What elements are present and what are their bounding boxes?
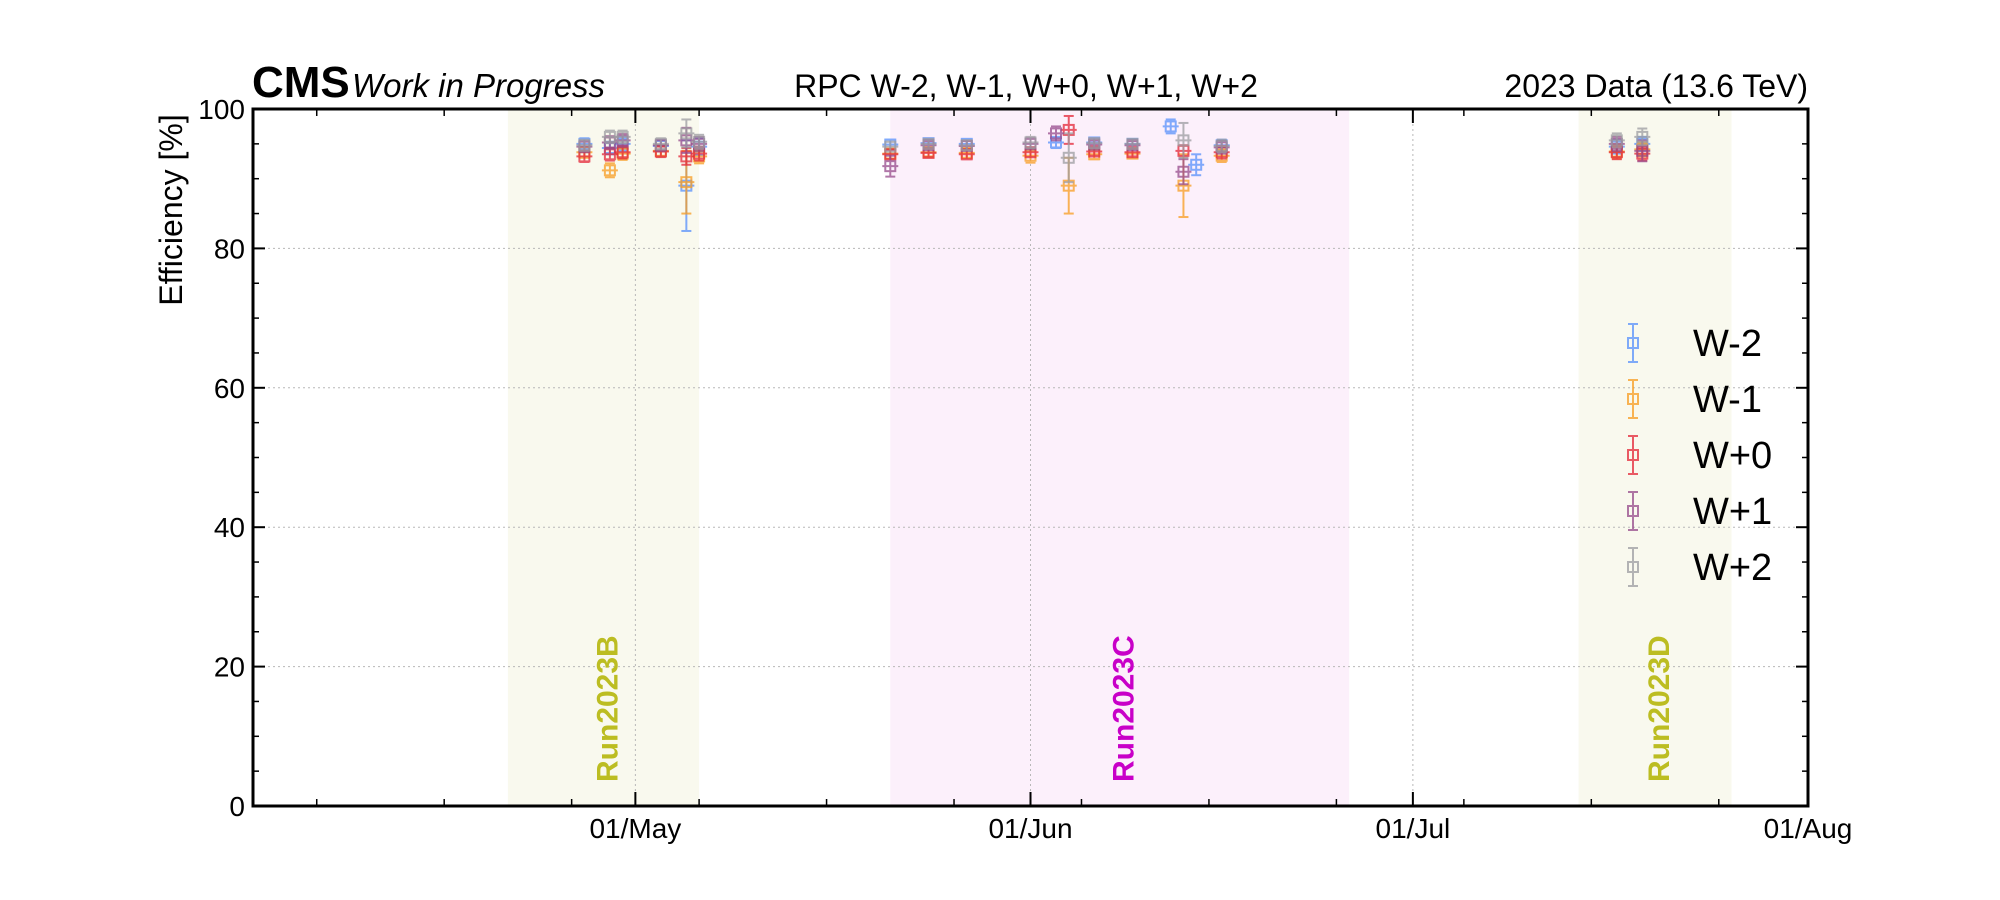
run-label-run2023c: Run2023C	[1108, 635, 1141, 782]
point-W+2-10	[1060, 132, 1077, 184]
data-points	[576, 114, 1651, 232]
point-W+0-1	[601, 147, 618, 162]
point-W+2-4	[678, 118, 695, 149]
point-W+2-16	[1634, 127, 1651, 147]
point-W-2-13	[1188, 153, 1205, 177]
legend-square	[1627, 449, 1639, 461]
y-tick-label-60: 60	[214, 373, 245, 404]
legend-square	[1627, 393, 1639, 405]
experiment-label: CMS	[252, 58, 350, 107]
legend-marker-W+0	[1627, 435, 1639, 475]
legend-label-W-1: W-1	[1693, 379, 1762, 421]
x-tick-label-01/Jun: 01/Jun	[988, 813, 1072, 844]
status-label: Work in Progress	[352, 67, 605, 104]
run-band-run2023c	[890, 109, 1350, 806]
run-label-run2023b: Run2023B	[592, 635, 625, 782]
legend-marker-W+2	[1627, 547, 1639, 587]
point-W+2-8	[958, 139, 975, 152]
chart-title: RPC W-2, W-1, W+0, W+1, W+2	[794, 68, 1258, 104]
point-W+2-12	[1124, 137, 1141, 150]
y-axis-label: Efficiency [%]	[153, 114, 189, 305]
legend-square	[1627, 337, 1639, 349]
point-W+2-13	[1175, 121, 1192, 159]
point-W+1-13	[1175, 158, 1192, 186]
x-tick-label-01/Jul: 01/Jul	[1376, 813, 1451, 844]
point-W+2-11	[1086, 137, 1103, 150]
run-bands	[507, 109, 1732, 806]
series-wp2	[576, 118, 1651, 184]
legend-label-W-2: W-2	[1693, 323, 1762, 365]
point-W+2-15	[1608, 132, 1625, 149]
point-W+1-10	[1047, 125, 1064, 142]
point-W+2-2	[614, 129, 631, 145]
point-W+2-7	[920, 137, 937, 150]
run-labels: Run2023B Run2023C Run2023D	[592, 635, 1677, 782]
point-W+2-5	[691, 133, 708, 150]
legend-marker-W-1	[1627, 379, 1639, 419]
legend-marker-W-2	[1627, 323, 1639, 363]
y-tick-label-40: 40	[214, 512, 245, 543]
x-tick-label-01/May: 01/May	[589, 813, 681, 844]
point-W+2-6	[882, 140, 899, 153]
y-tick-label-100: 100	[198, 94, 245, 125]
legend-square	[1627, 561, 1639, 573]
legend-label-W+2: W+2	[1693, 547, 1772, 589]
y-tick-label-80: 80	[214, 233, 245, 264]
point-W+2-3	[652, 137, 669, 151]
y-tick-label-0: 0	[229, 791, 245, 822]
run-label-run2023d: Run2023D	[1643, 635, 1676, 782]
legend-square	[1627, 505, 1639, 517]
lumi-label: 2023 Data (13.6 TeV)	[1504, 68, 1808, 104]
legend-label-W+1: W+1	[1693, 491, 1772, 533]
point-W+1-6	[882, 154, 899, 178]
run-band-run2023b	[507, 109, 700, 806]
axes: 0 20 40 60 80 100 01/May 01/Jun 01/Jul 01/Aug	[198, 94, 1852, 844]
point-W+2-0	[576, 138, 593, 152]
point-W-1-1	[601, 162, 618, 179]
point-W+2-14	[1213, 138, 1230, 154]
point-W-2-12	[1162, 118, 1179, 135]
point-W+0-2	[614, 144, 631, 160]
legend: W-2 W-1 W+0 W+1 W+2	[1627, 323, 1772, 589]
run-band-run2023d	[1578, 109, 1732, 806]
point-W+2-9	[1022, 135, 1039, 150]
legend-label-W+0: W+0	[1693, 435, 1772, 477]
y-tick-label-20: 20	[214, 652, 245, 683]
x-tick-label-01/Aug: 01/Aug	[1764, 813, 1853, 844]
legend-marker-W+1	[1627, 491, 1639, 531]
grid-lines	[253, 109, 1808, 806]
